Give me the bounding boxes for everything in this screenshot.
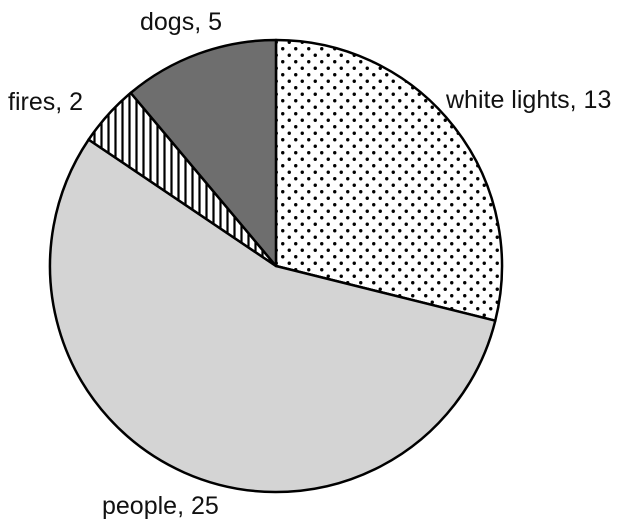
label-fires: fires, 2 bbox=[8, 88, 83, 116]
slice-white-lights bbox=[274, 38, 504, 322]
label-dogs: dogs, 5 bbox=[140, 8, 222, 36]
label-white-lights: white lights, 13 bbox=[445, 86, 611, 114]
pie-slices bbox=[48, 38, 504, 494]
label-people: people, 25 bbox=[102, 492, 219, 520]
slice-dogs bbox=[129, 38, 278, 268]
pie-labels: white lights, 13 people, 25 fires, 2 dogs, … bbox=[8, 8, 611, 520]
slice-people bbox=[48, 138, 497, 494]
